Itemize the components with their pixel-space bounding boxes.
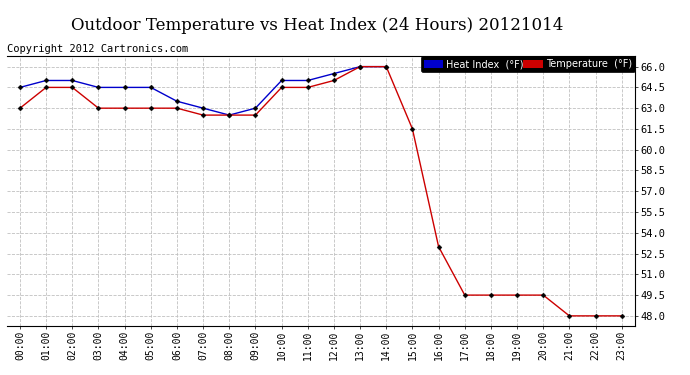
Text: Copyright 2012 Cartronics.com: Copyright 2012 Cartronics.com (7, 44, 188, 54)
Text: Outdoor Temperature vs Heat Index (24 Hours) 20121014: Outdoor Temperature vs Heat Index (24 Ho… (71, 17, 564, 34)
Legend: Heat Index  (°F), Temperature  (°F): Heat Index (°F), Temperature (°F) (421, 56, 635, 72)
